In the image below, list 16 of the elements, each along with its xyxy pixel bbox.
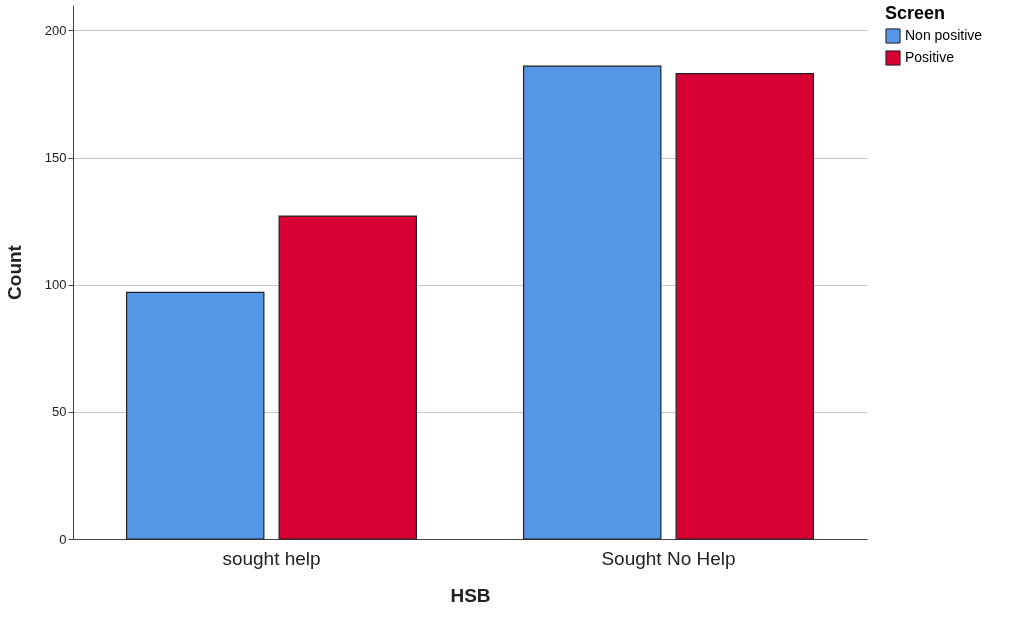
- x-axis-title: HSB: [450, 584, 491, 606]
- bar: [675, 73, 815, 540]
- y-tick-label: 50: [52, 404, 67, 420]
- y-tick-label: 0: [59, 531, 67, 547]
- legend-title: Screen: [885, 3, 946, 23]
- y-tick-label: 200: [44, 22, 67, 38]
- bar: [523, 65, 662, 540]
- x-tick-label: Sought No Help: [601, 547, 736, 569]
- x-tick-label: sought help: [222, 547, 321, 569]
- legend-label: Non positive: [905, 27, 983, 43]
- y-tick-label: 150: [44, 150, 67, 166]
- y-axis-title: Count: [3, 244, 25, 300]
- bar: [278, 215, 418, 540]
- y-tick-label: 100: [44, 277, 67, 293]
- legend-label: Positive: [905, 49, 955, 65]
- bar: [126, 291, 265, 540]
